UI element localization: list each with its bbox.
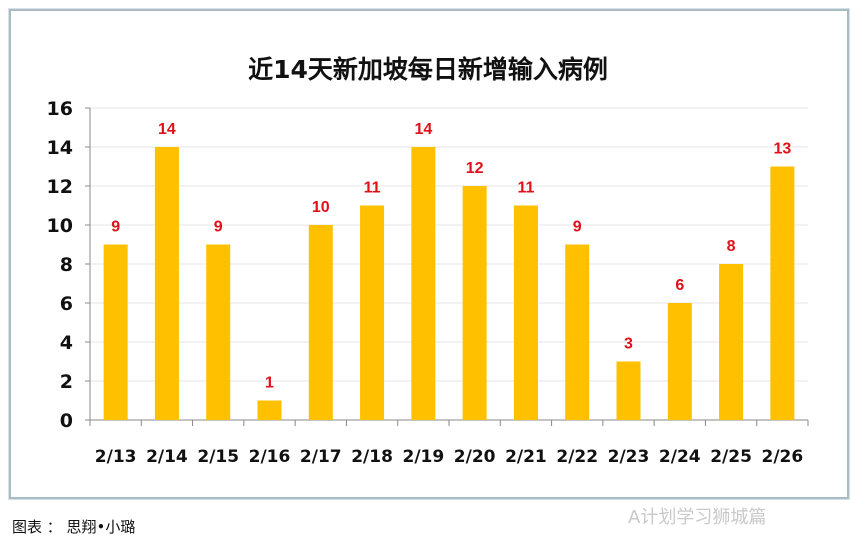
x-tick-label: 2/19 (403, 447, 445, 467)
x-tick-label: 2/23 (608, 447, 650, 467)
bar-2/26 (770, 166, 795, 420)
data-label: 14 (414, 121, 432, 138)
data-label: 9 (111, 219, 120, 236)
watermark: A计划学习狮城篇 (628, 507, 767, 528)
bar-2/18 (360, 205, 385, 420)
bar-2/19 (411, 147, 436, 420)
x-tick-label: 2/22 (556, 447, 598, 467)
data-label: 8 (727, 238, 736, 255)
y-tick-label: 2 (60, 371, 73, 393)
x-tick-label: 2/25 (710, 447, 752, 467)
bar-2/21 (513, 205, 538, 420)
data-label: 10 (312, 199, 330, 216)
bar-chart: 近14天新加坡每日新增输入病例 024681012141692/13142/14… (47, 55, 809, 467)
chart-title: 近14天新加坡每日新增输入病例 (248, 55, 608, 84)
y-tick-label: 12 (47, 176, 73, 198)
bar-2/25 (719, 264, 744, 420)
bar-2/23 (616, 361, 641, 420)
bar-2/17 (308, 225, 333, 420)
y-tick-label: 0 (60, 410, 73, 432)
data-label: 6 (675, 277, 684, 294)
data-label: 11 (364, 180, 381, 197)
data-label: 3 (624, 336, 633, 353)
y-tick-label: 4 (60, 332, 73, 354)
bar-2/20 (462, 186, 487, 420)
bar-2/22 (565, 244, 590, 420)
x-tick-label: 2/20 (454, 447, 496, 467)
bar-2/24 (667, 303, 692, 420)
x-tick-label: 2/15 (197, 447, 239, 467)
x-tick-label: 2/18 (351, 447, 393, 467)
x-tick-label: 2/24 (659, 447, 701, 467)
y-tick-label: 10 (47, 215, 73, 237)
data-label: 13 (773, 141, 791, 158)
x-tick-label: 2/26 (762, 447, 804, 467)
y-tick-label: 14 (47, 137, 73, 159)
data-label: 11 (517, 180, 534, 197)
x-tick-label: 2/21 (505, 447, 547, 467)
data-label: 14 (158, 121, 176, 138)
bar-2/16 (257, 400, 282, 420)
data-label: 12 (466, 160, 484, 177)
bar-2/15 (206, 244, 231, 420)
x-tick-label: 2/14 (146, 447, 188, 467)
y-tick-label: 6 (60, 293, 73, 315)
x-tick-label: 2/13 (95, 447, 137, 467)
data-label: 9 (573, 219, 582, 236)
bar-2/13 (103, 244, 128, 420)
caption: 图表 ： 思翔•小璐 (12, 518, 136, 536)
x-tick-label: 2/17 (300, 447, 342, 467)
y-tick-label: 8 (60, 254, 73, 276)
y-tick-label: 16 (47, 98, 73, 120)
data-label: 9 (214, 219, 223, 236)
data-label: 1 (265, 375, 274, 392)
bar-2/14 (154, 147, 179, 420)
x-tick-label: 2/16 (249, 447, 291, 467)
